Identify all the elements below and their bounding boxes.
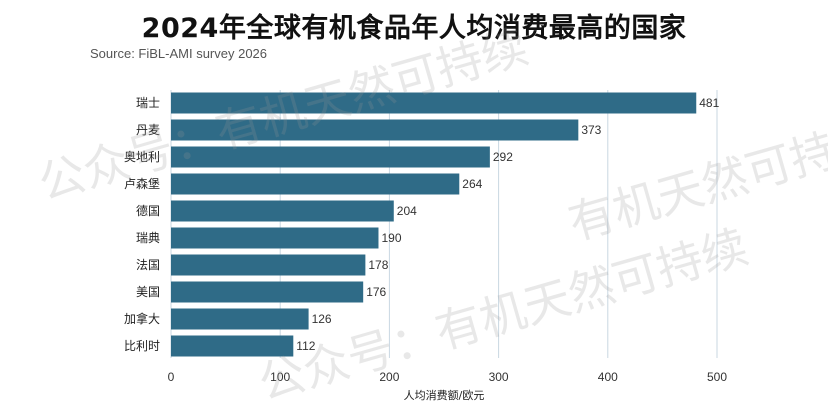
x-tick-label: 300 <box>489 370 509 384</box>
category-label: 丹麦 <box>136 123 160 137</box>
x-tick-label: 500 <box>707 370 727 384</box>
value-label: 126 <box>312 312 332 326</box>
bar <box>171 254 366 276</box>
value-label: 292 <box>493 150 513 164</box>
category-label: 德国 <box>136 203 160 218</box>
x-axis-title: 人均消费额/欧元 <box>404 388 485 402</box>
x-tick-label: 200 <box>379 370 399 384</box>
value-label: 204 <box>397 204 417 218</box>
bar <box>171 308 309 330</box>
category-label: 瑞士 <box>136 96 160 110</box>
category-label: 美国 <box>136 285 160 299</box>
bar <box>171 173 460 195</box>
labels: 0 100 200 300 400 500 瑞士 481 丹麦 373 奥地利 292 卢森堡 264 德国… <box>124 96 727 384</box>
bar <box>171 119 579 141</box>
bar <box>171 200 394 222</box>
value-label: 178 <box>368 258 388 272</box>
value-label: 481 <box>699 96 719 110</box>
category-label: 奥地利 <box>124 150 160 164</box>
bar <box>171 335 294 357</box>
value-label: 176 <box>366 285 386 299</box>
value-label: 190 <box>381 231 401 245</box>
category-label: 瑞典 <box>136 231 160 245</box>
bar <box>171 227 379 249</box>
bar <box>171 281 364 303</box>
chart-title: 2024年全球有机食品年人均消费最高的国家 <box>141 13 687 44</box>
x-tick-label: 100 <box>270 370 290 384</box>
bar <box>171 92 697 114</box>
bars <box>171 92 697 357</box>
x-tick-label: 0 <box>168 370 175 384</box>
chart-source: Source: FiBL-AMI survey 2026 <box>90 46 268 61</box>
x-tick-label: 400 <box>598 370 618 384</box>
value-label: 373 <box>581 123 601 137</box>
category-label: 卢森堡 <box>124 176 160 191</box>
value-label: 112 <box>296 339 315 353</box>
bar <box>171 146 490 168</box>
category-label: 加拿大 <box>124 311 160 326</box>
value-label: 264 <box>462 177 482 191</box>
category-label: 比利时 <box>124 339 160 353</box>
category-label: 法国 <box>136 258 160 272</box>
